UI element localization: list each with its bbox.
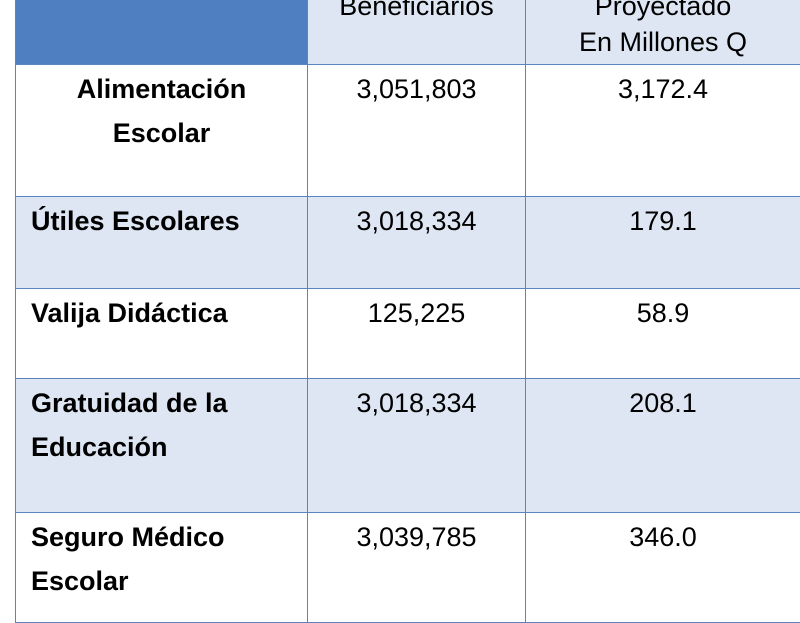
- program-name-line: Escolar: [31, 559, 307, 603]
- program-name-cell: Útiles Escolares: [16, 197, 308, 289]
- program-name-line: Gratuidad de la: [31, 381, 307, 425]
- header-proyectado-line1: Proyectado: [526, 0, 800, 24]
- program-name-line: Alimentación: [16, 67, 307, 111]
- beneficiarios-cell: 3,018,334: [308, 197, 526, 289]
- header-proyectado-line2: En Millones Q: [526, 24, 800, 60]
- program-name-line: Educación: [31, 425, 307, 469]
- table-row: Valija Didáctica 125,225 58.9: [16, 289, 800, 379]
- header-cell-corner: [16, 0, 308, 65]
- program-name-cell: Gratuidad de la Educación: [16, 379, 308, 513]
- monto-cell: 208.1: [526, 379, 800, 513]
- header-beneficiarios-text: Beneficiarios: [308, 0, 525, 24]
- header-cell-beneficiarios: Beneficiarios: [308, 0, 526, 65]
- monto-cell: 3,172.4: [526, 65, 800, 197]
- header-row: Beneficiarios Proyectado En Millones Q: [16, 0, 800, 65]
- program-name-line: Valija Didáctica: [31, 291, 307, 335]
- program-name-cell: Valija Didáctica: [16, 289, 308, 379]
- table-row: Alimentación Escolar 3,051,803 3,172.4: [16, 65, 800, 197]
- table-row: Útiles Escolares 3,018,334 179.1: [16, 197, 800, 289]
- program-name-cell: Seguro Médico Escolar: [16, 513, 308, 623]
- program-name-line: Escolar: [16, 111, 307, 155]
- table-row: Seguro Médico Escolar 3,039,785 346.0: [16, 513, 800, 623]
- beneficiarios-cell: 3,051,803: [308, 65, 526, 197]
- beneficiarios-cell: 3,018,334: [308, 379, 526, 513]
- beneficiarios-cell: 3,039,785: [308, 513, 526, 623]
- program-name-line: Seguro Médico: [31, 515, 307, 559]
- table-row: Gratuidad de la Educación 3,018,334 208.…: [16, 379, 800, 513]
- program-table-container: Beneficiarios Proyectado En Millones Q A…: [0, 0, 800, 600]
- program-table: Beneficiarios Proyectado En Millones Q A…: [15, 0, 800, 623]
- monto-cell: 58.9: [526, 289, 800, 379]
- program-name-cell: Alimentación Escolar: [16, 65, 308, 197]
- monto-cell: 179.1: [526, 197, 800, 289]
- header-cell-proyectado: Proyectado En Millones Q: [526, 0, 800, 65]
- program-name-line: Útiles Escolares: [31, 199, 307, 243]
- monto-cell: 346.0: [526, 513, 800, 623]
- beneficiarios-cell: 125,225: [308, 289, 526, 379]
